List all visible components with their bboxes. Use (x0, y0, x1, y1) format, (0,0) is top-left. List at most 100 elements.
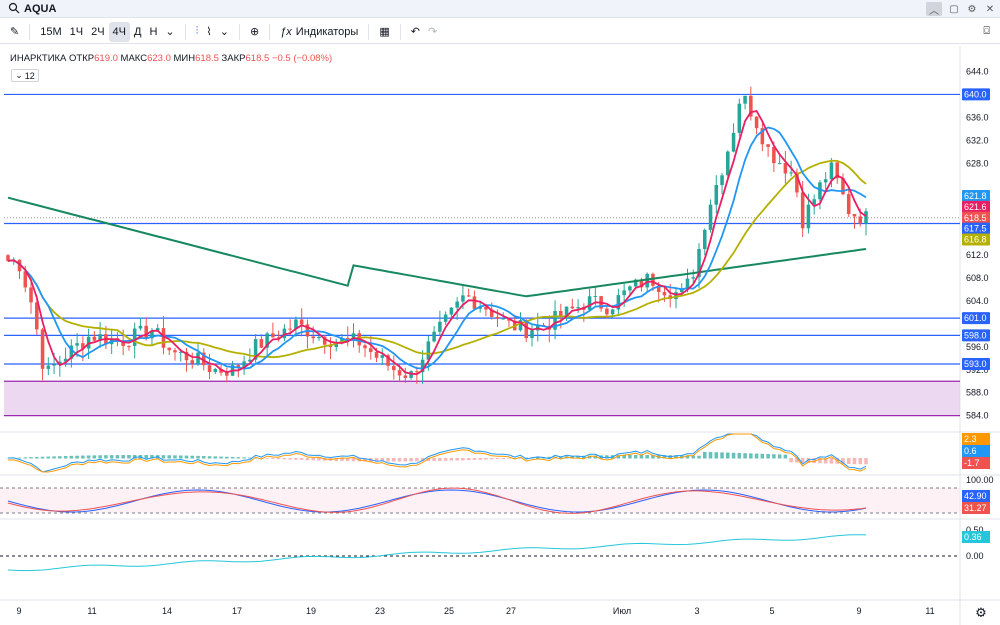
candle-body[interactable] (685, 278, 690, 290)
candle-body[interactable] (864, 211, 868, 224)
candle-body[interactable] (720, 175, 724, 186)
candle-body[interactable] (559, 310, 563, 317)
gear-icon[interactable]: ⚙ (967, 3, 977, 15)
candle-body[interactable] (420, 359, 425, 373)
candle-body[interactable] (219, 368, 223, 373)
candle-body[interactable] (17, 259, 22, 272)
candle-body[interactable] (40, 329, 45, 369)
candle-body[interactable] (81, 343, 85, 349)
candle-body[interactable] (823, 179, 828, 183)
candle-body[interactable] (155, 328, 160, 331)
candle-body[interactable] (409, 371, 413, 378)
candle-body[interactable] (132, 328, 137, 346)
candle-body[interactable] (455, 301, 459, 308)
interval-2h[interactable]: 2Ч (91, 25, 105, 38)
add-compare-icon[interactable]: ⊕ (249, 26, 260, 38)
candle-body[interactable] (369, 348, 373, 353)
candle-body[interactable] (46, 365, 51, 369)
candle-body[interactable] (472, 296, 477, 309)
candle-body[interactable] (340, 337, 344, 343)
candle-body[interactable] (478, 306, 482, 309)
candle-body[interactable] (593, 296, 598, 298)
candle-body[interactable] (121, 340, 125, 346)
interval-1h[interactable]: 1Ч (69, 25, 84, 38)
line-chart-icon[interactable]: ⌇ (206, 26, 212, 38)
candle-body[interactable] (495, 316, 500, 319)
candle-body[interactable] (138, 325, 143, 329)
candle-body[interactable] (852, 214, 857, 217)
candle-body[interactable] (708, 204, 713, 230)
candle-body[interactable] (553, 310, 557, 330)
candle-body[interactable] (248, 359, 252, 362)
candle-body[interactable] (207, 365, 212, 373)
search-icon[interactable] (8, 2, 20, 14)
candle-body[interactable] (846, 194, 851, 215)
candle-body[interactable] (789, 172, 793, 174)
interval-15m[interactable]: 15М (40, 25, 62, 38)
candle-body[interactable] (299, 319, 304, 325)
indicators-button[interactable]: ƒx Индикаторы (276, 22, 362, 42)
candle-body[interactable] (253, 339, 258, 360)
candle-body[interactable] (213, 368, 218, 373)
candle-body[interactable] (576, 307, 580, 309)
candle-body[interactable] (127, 345, 131, 347)
candle-body[interactable] (795, 172, 799, 193)
candle-body[interactable] (743, 95, 747, 104)
candle-body[interactable] (259, 339, 264, 348)
candle-body[interactable] (610, 309, 615, 315)
candle-body[interactable] (178, 351, 183, 353)
candle-body[interactable] (415, 371, 419, 373)
candle-body[interactable] (587, 296, 592, 310)
candle-body[interactable] (242, 361, 246, 368)
candle-body[interactable] (530, 330, 534, 339)
candle-body[interactable] (69, 345, 74, 359)
candle-body[interactable] (777, 163, 782, 165)
candle-body[interactable] (265, 333, 269, 348)
candle-body[interactable] (697, 249, 701, 278)
candle-body[interactable] (288, 328, 292, 330)
candle-body[interactable] (766, 144, 770, 147)
candle-body[interactable] (639, 279, 644, 288)
support-zone[interactable] (4, 381, 960, 416)
candle-body[interactable] (432, 331, 436, 342)
candle-body[interactable] (858, 216, 863, 224)
candle-body[interactable] (731, 132, 736, 152)
candle-body[interactable] (754, 116, 759, 129)
candle-body[interactable] (691, 277, 696, 279)
candle-body[interactable] (749, 95, 753, 117)
candle-body[interactable] (662, 292, 667, 296)
candle-body[interactable] (835, 162, 839, 179)
candle-body[interactable] (806, 204, 811, 229)
candle-body[interactable] (443, 314, 448, 322)
candle-body[interactable] (225, 372, 229, 376)
candle-body[interactable] (524, 320, 529, 339)
candle-body[interactable] (397, 370, 402, 376)
candle-body[interactable] (92, 336, 97, 341)
candle-body[interactable] (52, 364, 56, 366)
candle-body[interactable] (783, 163, 788, 174)
candle-body[interactable] (449, 307, 454, 315)
candle-body[interactable] (726, 151, 730, 176)
candle-body[interactable] (674, 292, 678, 300)
candle-body[interactable] (403, 375, 408, 378)
candle-body[interactable] (374, 352, 379, 358)
candle-body[interactable] (351, 333, 356, 339)
window-icon[interactable]: ▢ (949, 3, 959, 15)
candle-body[interactable] (392, 365, 396, 371)
candle-body[interactable] (271, 333, 275, 338)
chevron-down-icon[interactable]: ⌄ (219, 26, 229, 38)
candle-body[interactable] (75, 343, 79, 346)
candle-body[interactable] (645, 273, 649, 288)
candle-body[interactable] (29, 287, 33, 303)
gear-icon[interactable]: ⚙ (975, 605, 987, 620)
candle-body[interactable] (98, 334, 102, 341)
layout-icon[interactable]: ▦ (379, 26, 390, 38)
indicators-collapse-button[interactable]: ⌄ 12 (11, 69, 39, 82)
candle-body[interactable] (501, 318, 505, 320)
candle-body[interactable] (651, 273, 655, 286)
camera-icon[interactable]: ⌼ (983, 25, 990, 37)
candle-body[interactable] (345, 337, 350, 339)
candle-body[interactable] (466, 295, 471, 297)
candle-body[interactable] (438, 321, 442, 332)
candle-body[interactable] (23, 271, 28, 288)
